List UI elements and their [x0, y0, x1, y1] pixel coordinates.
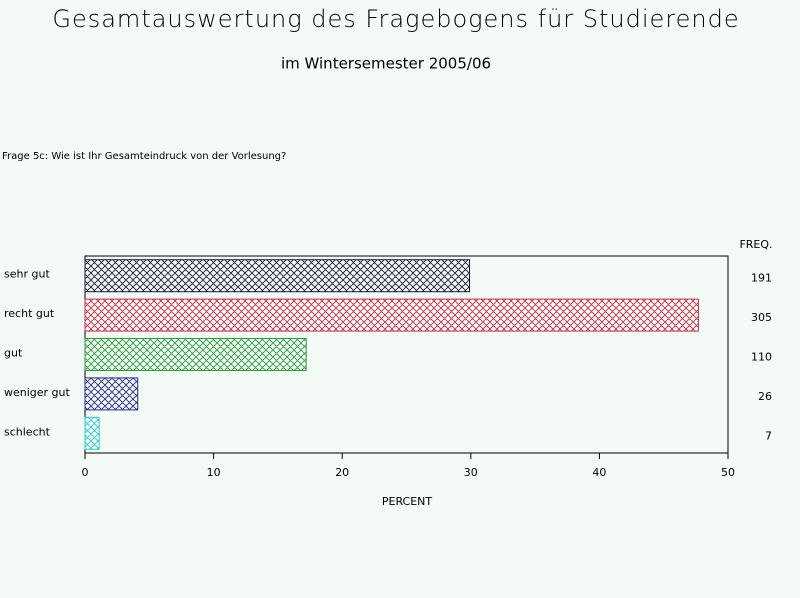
freq-value: 305 [751, 311, 772, 324]
y-tick-label: weniger gut [4, 386, 71, 399]
bar [84, 416, 100, 450]
x-tick-label: 20 [335, 466, 349, 479]
bar [84, 259, 471, 293]
bar [84, 338, 307, 371]
y-tick-label: schlecht [4, 425, 51, 438]
freq-value: 110 [751, 351, 772, 364]
freq-value: 26 [758, 390, 772, 403]
x-axis-label: PERCENT [382, 495, 433, 508]
chart-subtitle: im Wintersemester 2005/06 [281, 55, 491, 73]
x-tick-label: 40 [592, 466, 606, 479]
bar [84, 377, 139, 411]
x-tick-label: 10 [207, 466, 221, 479]
question: Frage 5c: Wie ist Ihr Gesamteindruck von… [2, 151, 286, 162]
freq-header: FREQ. [739, 238, 772, 251]
y-tick-label: recht gut [4, 307, 55, 320]
x-tick-label: 50 [721, 466, 735, 479]
bar [84, 298, 699, 332]
x-tick-label: 30 [464, 466, 478, 479]
freq-value: 7 [765, 429, 772, 442]
y-tick-label: gut [4, 347, 23, 360]
freq-value: 191 [751, 272, 772, 285]
y-tick-label: sehr gut [4, 268, 50, 281]
chart-title: Gesamtauswertung des Fragebogens für Stu… [52, 5, 739, 33]
x-tick-label: 0 [82, 466, 89, 479]
